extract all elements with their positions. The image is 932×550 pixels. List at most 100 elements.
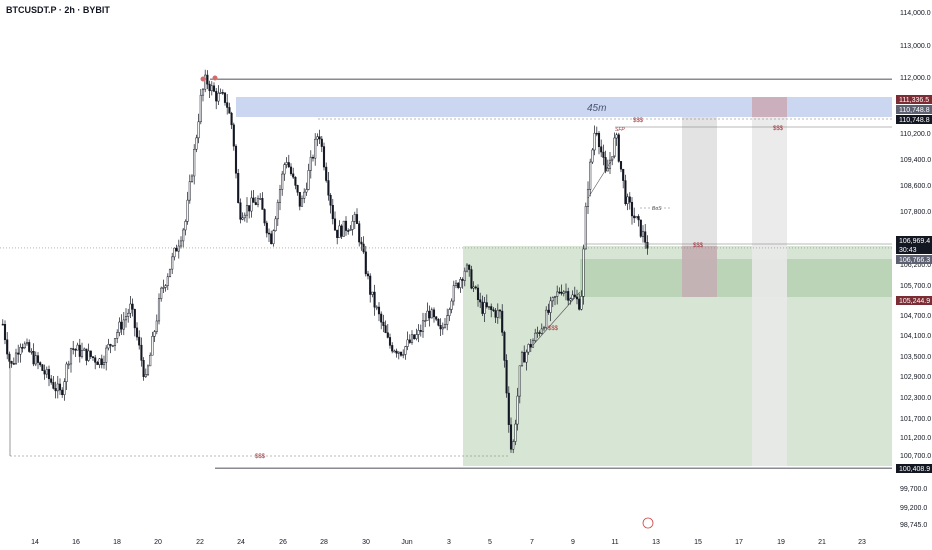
candle-body xyxy=(69,348,73,365)
candle-body xyxy=(50,378,53,383)
candle-body xyxy=(45,369,48,375)
candle-body xyxy=(375,306,378,309)
candle-body xyxy=(116,332,119,339)
candle-body xyxy=(248,205,251,212)
candle-body xyxy=(604,157,607,172)
candle-body xyxy=(388,337,392,346)
candle-body xyxy=(395,350,398,354)
price-tag-label: 111,336.5 xyxy=(899,97,929,104)
x-tick-label: 23 xyxy=(858,539,866,546)
candle-body xyxy=(283,164,286,175)
candle-body xyxy=(320,138,323,147)
candle-body xyxy=(135,327,139,338)
candle-body xyxy=(492,309,495,311)
candle-body xyxy=(272,230,275,245)
x-tick-label: 15 xyxy=(694,539,702,546)
chart-annotations: 45m $$$ $$$ SFP BoS $$$ $$$ $$$ xyxy=(255,103,784,460)
liq-label-sfp: $$$ xyxy=(773,126,784,132)
candle-body xyxy=(215,91,218,102)
candle-body xyxy=(615,134,618,139)
x-tick-label: 16 xyxy=(72,539,80,546)
candle-body xyxy=(182,229,185,242)
candle-body xyxy=(166,276,169,286)
x-tick-label: 18 xyxy=(113,539,121,546)
price-tag-label: 105,244.9 xyxy=(899,298,930,305)
candle-body xyxy=(435,316,438,320)
candle-body xyxy=(208,83,211,92)
candle-body xyxy=(534,332,537,342)
candle-body xyxy=(358,223,361,243)
candle-body xyxy=(133,309,136,329)
candle-body xyxy=(318,136,321,140)
candle-body xyxy=(177,245,180,252)
candle-body xyxy=(336,229,339,238)
candle-body xyxy=(516,395,519,425)
candle-body xyxy=(600,146,603,153)
candle-body xyxy=(633,215,636,219)
y-tick-label: 108,600.0 xyxy=(900,183,931,190)
candle-body xyxy=(479,299,482,303)
candle-body xyxy=(468,264,471,270)
price-tag xyxy=(896,296,932,305)
candle-body xyxy=(399,351,403,356)
candle-body xyxy=(278,189,282,203)
lightning-icon xyxy=(642,517,654,529)
candle-body xyxy=(476,287,480,300)
candle-body xyxy=(252,197,255,203)
candle-body xyxy=(14,352,18,364)
y-axis[interactable]: 114,000.0 113,000.0 112,000.0 110,200.0 109,… xyxy=(900,10,931,529)
candle-body xyxy=(380,313,383,323)
candle-body xyxy=(371,291,374,295)
y-tick-label: 99,200.0 xyxy=(900,505,927,512)
candle-body xyxy=(309,156,312,171)
candle-body xyxy=(173,247,176,258)
candle-body xyxy=(63,381,66,395)
candle-body xyxy=(36,355,40,363)
candle-body xyxy=(461,279,464,281)
candle-body xyxy=(17,352,20,355)
candle-body xyxy=(364,251,367,275)
candle-body xyxy=(340,225,343,237)
candle-body xyxy=(157,298,161,322)
candle-body xyxy=(470,269,473,289)
x-tick-label: 20 xyxy=(154,539,162,546)
candle-body xyxy=(21,347,24,349)
y-tick-label: 103,500.0 xyxy=(900,354,931,361)
x-axis[interactable]: 14 16 18 20 22 24 26 28 30 Jun 3 5 7 9 11 13 15 17 19 21 23 xyxy=(31,517,866,546)
candle-body xyxy=(428,310,431,319)
candle-body xyxy=(131,303,134,310)
candle-body xyxy=(144,374,147,377)
candle-body xyxy=(274,218,277,231)
candle-body xyxy=(237,172,240,203)
candle-body xyxy=(151,336,154,356)
chart-title: BTCUSDT.P · 2h · BYBIT xyxy=(6,5,110,15)
x-tick-label: 19 xyxy=(777,539,785,546)
price-tag-label: 106,969.4 xyxy=(899,238,930,245)
candle-body xyxy=(329,194,332,206)
candle-body xyxy=(562,291,565,294)
candle-body xyxy=(518,365,521,397)
candle-body xyxy=(619,161,623,170)
bos-label: BoS xyxy=(652,206,662,212)
chart-lines xyxy=(0,75,892,469)
x-tick-label: 14 xyxy=(31,539,39,546)
candle-body xyxy=(580,296,583,310)
x-tick-label: 30 xyxy=(362,539,370,546)
candle-body xyxy=(67,363,70,366)
candle-body xyxy=(113,338,117,346)
candle-body xyxy=(567,291,570,301)
candle-body xyxy=(333,218,337,231)
candle-body xyxy=(402,354,405,356)
candle-body xyxy=(12,363,15,365)
candle-body xyxy=(448,309,451,316)
candle-body xyxy=(32,351,35,365)
y-tick-label: 110,200.0 xyxy=(900,131,931,138)
candle-body xyxy=(575,296,579,300)
candle-body xyxy=(85,348,88,361)
x-tick-label: 3 xyxy=(447,539,451,546)
y-tick-label: 106,200.0 xyxy=(900,262,931,269)
candle-body xyxy=(210,85,213,92)
candle-body xyxy=(571,294,574,300)
candle-body xyxy=(175,247,178,252)
